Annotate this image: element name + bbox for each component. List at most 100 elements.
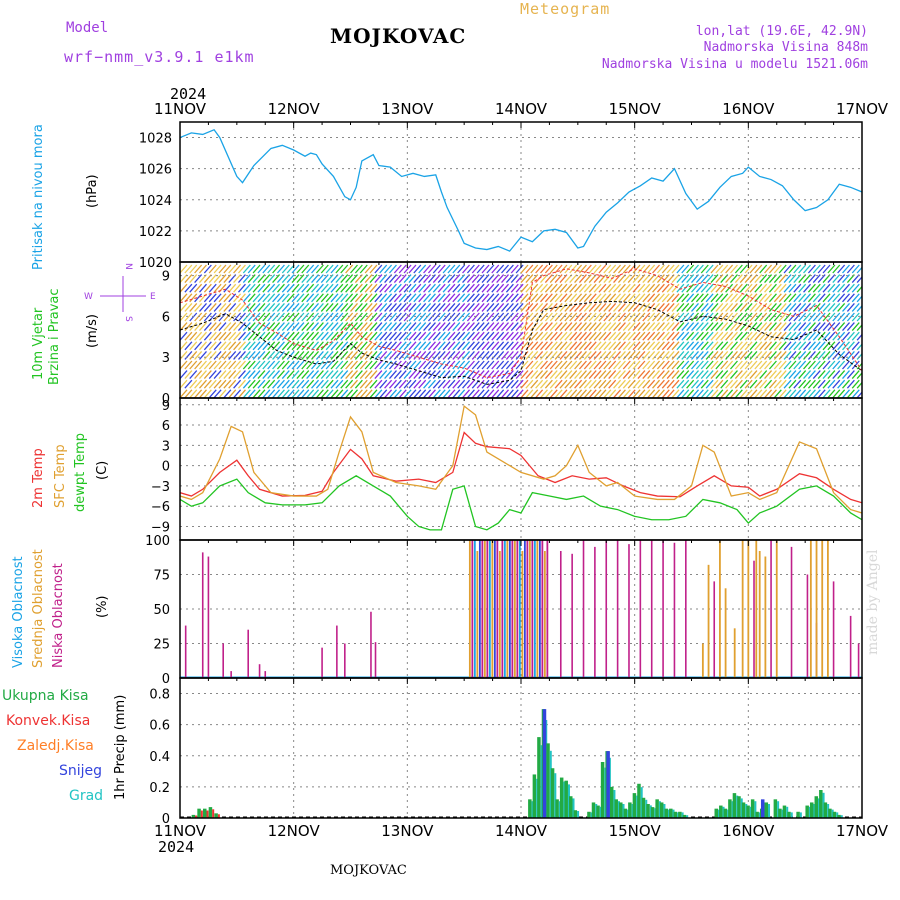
graupel-bar — [786, 806, 789, 818]
wind-barb — [656, 331, 665, 341]
graupel-bar — [813, 804, 816, 818]
wind-barb — [252, 360, 261, 370]
wind-tick-label: 3 — [162, 351, 170, 366]
wind-barb — [218, 360, 227, 370]
pressure-ylabel: Pritisak na nivou mora — [31, 124, 46, 270]
wind-barb — [851, 322, 860, 332]
wind-barb — [501, 274, 510, 284]
wind-barb — [773, 322, 782, 332]
wind-barb — [637, 322, 646, 332]
wind-barb — [613, 331, 622, 341]
wind-barb — [198, 389, 207, 398]
wind-barb — [247, 264, 256, 274]
wind-barb — [213, 370, 222, 380]
wind-barb — [656, 293, 665, 303]
wind-barb — [549, 264, 558, 274]
wind-barb — [676, 379, 685, 389]
precip-bar — [832, 811, 837, 818]
wind-barb — [447, 302, 456, 312]
wind-barb — [710, 341, 719, 351]
wind-barb — [686, 350, 695, 360]
wind-barb — [457, 283, 466, 293]
precip-bar — [646, 804, 650, 818]
wind-barb — [374, 264, 383, 274]
wind-barb — [272, 370, 281, 380]
wind-barb — [637, 264, 646, 274]
compass-e-label: E — [150, 292, 156, 302]
wind-barb — [208, 293, 217, 303]
wind-barb — [622, 341, 631, 351]
wind-barb — [281, 389, 290, 398]
wind-barb — [306, 341, 315, 351]
wind-barb — [228, 264, 237, 274]
wind-barb — [505, 274, 514, 284]
wind-barb — [793, 322, 802, 332]
wind-barb — [583, 350, 592, 360]
wind-barb — [345, 331, 354, 341]
wind-barb — [554, 264, 563, 274]
wind-barb — [267, 312, 276, 322]
wind-barb — [768, 341, 777, 351]
wind-barb — [827, 293, 836, 303]
wind-barb — [418, 312, 427, 322]
wind-barb — [783, 370, 792, 380]
wind-barb — [223, 283, 232, 293]
wind-barb — [773, 389, 782, 398]
wind-barb — [496, 350, 505, 360]
wind-barb — [237, 274, 246, 284]
wind-barb — [749, 331, 758, 341]
wind-barb — [613, 350, 622, 360]
wind-barb — [642, 331, 651, 341]
wind-barb — [296, 302, 305, 312]
wind-barb — [773, 370, 782, 380]
wind-barb — [691, 293, 699, 303]
wind-barb — [617, 264, 626, 274]
precip-bar — [682, 814, 687, 818]
wind-barb — [846, 293, 855, 303]
wind-barb — [208, 302, 217, 312]
wind-barb — [267, 379, 276, 389]
wind-barb — [803, 264, 812, 274]
wind-barb — [827, 360, 836, 370]
wind-barb — [603, 274, 612, 284]
wind-barb — [520, 312, 529, 322]
wind-barb — [832, 283, 841, 293]
precip-bar — [614, 799, 618, 818]
wind-barb — [223, 389, 232, 398]
wind-barb — [325, 379, 334, 389]
wind-barb — [369, 331, 378, 341]
wind-barb — [466, 370, 475, 380]
wind-barb — [525, 302, 534, 312]
wind-barb — [335, 341, 344, 351]
wind-barb — [559, 389, 568, 398]
wind-barb — [734, 302, 743, 312]
wind-barb — [554, 322, 563, 332]
wind-barb — [228, 341, 237, 351]
wind-barb — [247, 293, 256, 303]
wind-barb — [471, 360, 480, 370]
wind-barb — [525, 264, 534, 274]
wind-barb — [564, 379, 573, 389]
wind-barb — [822, 322, 831, 332]
wind-barb — [384, 341, 393, 351]
graupel-bar — [536, 778, 539, 818]
wind-barb — [189, 302, 198, 312]
wind-barb — [681, 379, 690, 389]
wind-barb — [554, 379, 563, 389]
wind-barb — [842, 264, 851, 274]
wind-barb — [379, 370, 388, 380]
wind-barb — [437, 264, 446, 274]
wind-barb — [315, 389, 324, 398]
wind-barb — [603, 331, 612, 341]
wind-barb — [228, 389, 237, 398]
wind-barb — [535, 302, 544, 312]
wind-barb — [427, 370, 436, 380]
wind-barb — [432, 389, 441, 398]
wind-barb — [180, 312, 188, 322]
wind-barb — [315, 341, 324, 351]
wind-barb — [710, 370, 719, 380]
wind-barb — [666, 302, 675, 312]
wind-barb — [559, 322, 568, 332]
wind-barb — [228, 379, 237, 389]
wind-barb — [652, 341, 661, 351]
